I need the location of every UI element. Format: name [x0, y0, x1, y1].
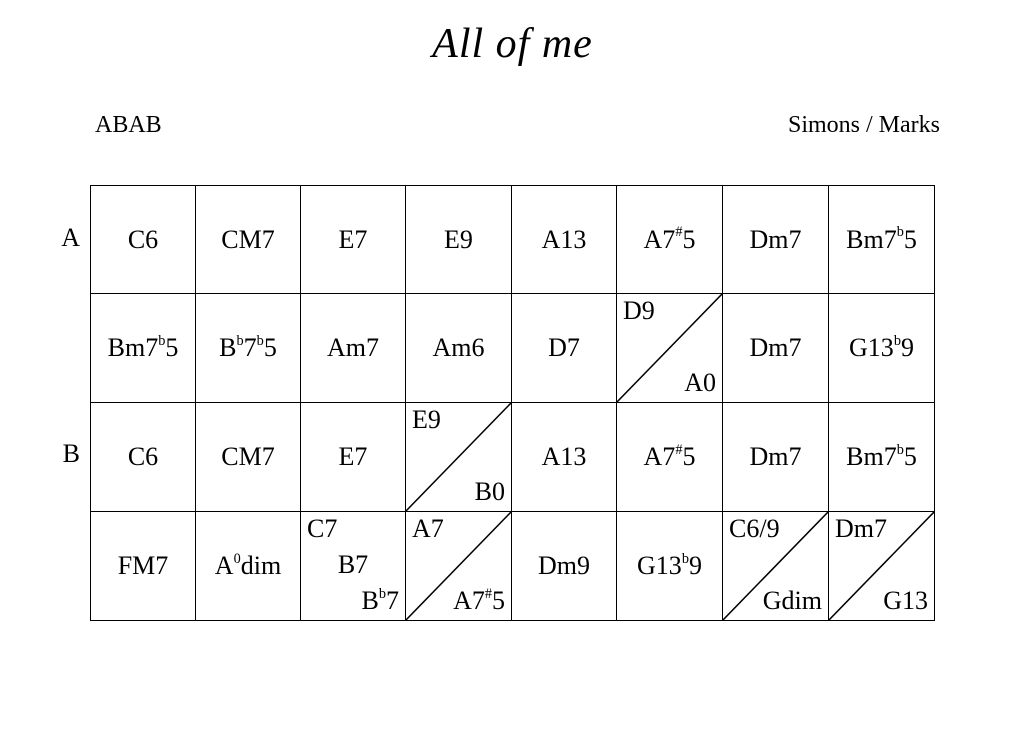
chord-cell: G13b9 [829, 294, 935, 403]
chord-label: E9 [412, 407, 441, 435]
chord-label: A13 [542, 225, 587, 254]
chord-label: G13b9 [849, 333, 914, 362]
chord-label: B0 [475, 479, 505, 507]
chord-label: Dm7 [750, 225, 802, 254]
chord-cell: E9 B0 [406, 403, 512, 512]
chord-label: D7 [548, 333, 580, 362]
chord-label: D9 [623, 298, 655, 326]
chord-cell: Bm7b5 [829, 403, 935, 512]
chord-cell: Bm7b5 [91, 294, 196, 403]
chord-label: A0 [684, 370, 716, 398]
chord-cell: Dm7 G13 [829, 512, 935, 621]
chord-label: Am6 [433, 333, 485, 362]
lead-sheet-page: All of me ABAB Simons / Marks A B C6 CM7 E7… [0, 0, 1025, 731]
chord-label: A7#5 [453, 588, 505, 616]
chord-cell: Dm7 [723, 294, 829, 403]
chord-cell: A7#5 [617, 186, 723, 294]
chord-cell: C6 [91, 186, 196, 294]
chord-label: Am7 [327, 333, 379, 362]
chord-cell: Bm7b5 [829, 186, 935, 294]
chord-label: G13 [883, 588, 928, 616]
chord-label: CM7 [221, 225, 274, 254]
chord-cell: E7 [301, 186, 406, 294]
chord-cell: Am6 [406, 294, 512, 403]
chord-label: C6 [128, 442, 158, 471]
chord-grid-wrap: AB C6CM7E7E9A13A7#5Dm7Bm7b5Bm7b5Bb7b5Am7… [90, 185, 935, 621]
chord-cell: FM7 [91, 512, 196, 621]
chord-label: Dm9 [538, 551, 590, 580]
chord-cell: Am7 [301, 294, 406, 403]
chord-cell: A7#5 [617, 403, 723, 512]
chord-cell: Dm9 [512, 512, 617, 621]
chord-label: CM7 [221, 442, 274, 471]
chord-label: B7 [307, 552, 399, 580]
chord-cell: G13b9 [617, 512, 723, 621]
chord-label: C7 [307, 516, 399, 544]
chord-cell: A7 A7#5 [406, 512, 512, 621]
chord-label: Bm7b5 [846, 225, 917, 254]
chord-cell: C6 [91, 403, 196, 512]
chord-label: A7#5 [644, 225, 696, 254]
chord-label: E9 [444, 225, 473, 254]
meta-row: ABAB Simons / Marks [95, 112, 940, 139]
chord-label: G13b9 [637, 551, 702, 580]
section-label: A [50, 223, 80, 253]
chord-cell: Bb7b5 [196, 294, 301, 403]
song-form: ABAB [95, 112, 162, 139]
chord-cell: Dm7 [723, 403, 829, 512]
chord-label: Gdim [763, 588, 822, 616]
chord-label: A0dim [215, 551, 281, 580]
chord-cell: E9 [406, 186, 512, 294]
chord-cell: D7 [512, 294, 617, 403]
chord-cell: CM7 [196, 403, 301, 512]
chord-cell: A13 [512, 403, 617, 512]
chord-label: Bb7b5 [219, 333, 277, 362]
chord-label: A7#5 [644, 442, 696, 471]
chord-cell: A13 [512, 186, 617, 294]
composer: Simons / Marks [788, 112, 940, 139]
chord-label: C6 [128, 225, 158, 254]
chord-cell: Dm7 [723, 186, 829, 294]
chord-cell: C6/9 Gdim [723, 512, 829, 621]
song-title: All of me [0, 0, 1025, 68]
section-label: B [50, 439, 80, 469]
chord-label: Dm7 [750, 333, 802, 362]
chord-cell: A0dim [196, 512, 301, 621]
chord-chart-table: C6 CM7 E7 E9 A13 A7#5 Dm7 Bm7b5 Bm7b5 Bb7b5 Am7 Am6… [90, 185, 935, 621]
chord-label: E7 [339, 442, 368, 471]
chord-label: Bm7b5 [846, 442, 917, 471]
chord-label: Bm7b5 [108, 333, 179, 362]
chord-label: Dm7 [750, 442, 802, 471]
chord-label: Bb7 [307, 588, 399, 616]
chord-cell: C7 B7 Bb7 [301, 512, 406, 621]
chord-cell: E7 [301, 403, 406, 512]
chord-label: Dm7 [835, 516, 887, 544]
chord-cell: CM7 [196, 186, 301, 294]
chord-label: C6/9 [729, 516, 780, 544]
chord-label: FM7 [118, 551, 169, 580]
chord-cell: D9 A0 [617, 294, 723, 403]
chord-label: E7 [339, 225, 368, 254]
chord-label: A13 [542, 442, 587, 471]
chord-label: A7 [412, 516, 444, 544]
